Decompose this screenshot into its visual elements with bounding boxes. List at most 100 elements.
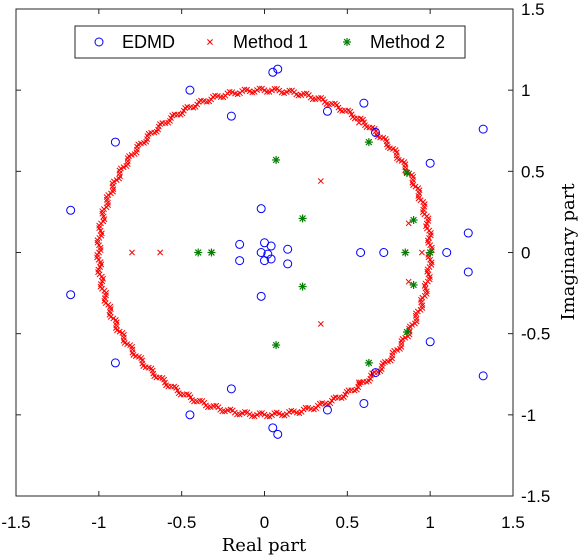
method-1-point <box>261 87 268 94</box>
edmd-point <box>256 291 266 301</box>
edmd-point <box>283 244 293 254</box>
edmd-point <box>442 248 452 257</box>
legend-label: Method 1 <box>233 32 308 52</box>
method-2-point <box>364 138 373 147</box>
x-tick-label: -1.5 <box>1 513 30 532</box>
legend-marker <box>207 39 213 45</box>
edmd-point <box>273 64 283 74</box>
method-1-point <box>249 413 255 420</box>
legend-items: EDMD Method 1 Method 2 <box>94 32 445 52</box>
edmd-point <box>463 267 473 277</box>
method-1-point <box>129 249 135 256</box>
method-2-point <box>272 341 281 350</box>
edmd-point <box>260 256 269 266</box>
y-tick-label: -1 <box>521 406 536 425</box>
method-1-point <box>415 185 422 192</box>
method-1-point <box>256 410 263 417</box>
method-1-point <box>103 289 110 296</box>
x-tick-label: 1 <box>425 513 434 532</box>
edmd-point <box>66 290 76 300</box>
edmd-point <box>226 111 236 121</box>
method-1-point <box>355 379 362 386</box>
series-method-2 <box>194 138 435 367</box>
method-1-point <box>415 195 422 202</box>
method-1-point <box>246 88 253 95</box>
edmd-point <box>356 248 366 257</box>
legend-marker <box>343 38 351 46</box>
method-2-point <box>409 280 418 289</box>
method-1-point <box>317 320 324 327</box>
method-1-point <box>286 87 293 94</box>
method-1-point <box>405 278 412 285</box>
method-1-point <box>419 304 426 311</box>
method-1-point <box>414 308 421 315</box>
method-2-point <box>426 248 435 257</box>
edmd-point <box>425 337 435 347</box>
y-tick-label: -1.5 <box>521 487 550 506</box>
y-tick-label: 0.5 <box>521 162 545 181</box>
method-1-point <box>97 244 104 251</box>
edmd-point <box>268 423 278 433</box>
edmd-point <box>370 127 380 137</box>
method-1-point <box>96 222 103 229</box>
edmd-point <box>235 256 245 266</box>
method-1-point <box>317 178 324 185</box>
method-1-point <box>289 87 295 94</box>
legend-label: EDMD <box>122 32 175 52</box>
edmd-point <box>359 398 369 408</box>
method-1-point <box>313 405 320 412</box>
edmd-point <box>268 67 278 77</box>
series-edmd <box>66 64 488 439</box>
method-1-point <box>157 249 164 256</box>
method-2-point <box>401 248 410 257</box>
edmd-point <box>256 204 266 214</box>
edmd-point <box>256 248 266 257</box>
method-1-point <box>276 410 283 417</box>
y-tick-label: 1.5 <box>521 0 545 19</box>
method-2-point <box>298 214 307 223</box>
x-tick-label: -0.5 <box>167 513 196 532</box>
method-1-point <box>428 261 435 268</box>
method-1-point <box>290 408 297 415</box>
method-2-point <box>298 282 307 291</box>
edmd-point <box>463 228 473 238</box>
legend-label: Method 2 <box>370 32 445 52</box>
method-1-point <box>94 237 101 244</box>
method-1-point <box>418 249 425 256</box>
method-2-point <box>409 216 418 225</box>
method-1-point <box>219 408 226 415</box>
edmd-point <box>379 248 389 257</box>
y-axis-title: Imaginary part <box>558 183 579 321</box>
edmd-point <box>226 384 236 394</box>
legend: EDMD Method 1 Method 2 <box>74 25 466 59</box>
x-tick-label: 0 <box>260 513 269 532</box>
method-1-point <box>266 88 273 95</box>
method-1-point <box>312 96 319 103</box>
method-1-point <box>424 268 431 275</box>
method-1-point <box>209 93 216 100</box>
method-1-point <box>232 90 239 97</box>
legend-marker <box>94 37 104 47</box>
method-2-point <box>402 168 411 177</box>
method-2-point <box>207 248 216 257</box>
edmd-point <box>322 106 332 116</box>
y-tick-label: 1 <box>521 81 530 100</box>
method-2-point <box>194 248 203 257</box>
method-1-point <box>259 85 265 92</box>
method-1-point <box>420 199 427 205</box>
edmd-point <box>266 254 276 264</box>
edmd-point <box>425 158 435 168</box>
edmd-point <box>359 98 369 108</box>
x-tick-label: 0.5 <box>336 513 360 532</box>
method-1-point <box>94 251 101 258</box>
y-tick-label: -0.5 <box>521 325 550 344</box>
method-1-point <box>261 411 268 418</box>
method-1-point <box>355 119 362 126</box>
method-1-point <box>99 278 106 285</box>
edmd-point <box>266 241 276 251</box>
edmd-point <box>273 429 283 439</box>
legend-box <box>74 25 466 59</box>
edmd-point <box>110 137 120 147</box>
method-1-point <box>423 290 430 297</box>
